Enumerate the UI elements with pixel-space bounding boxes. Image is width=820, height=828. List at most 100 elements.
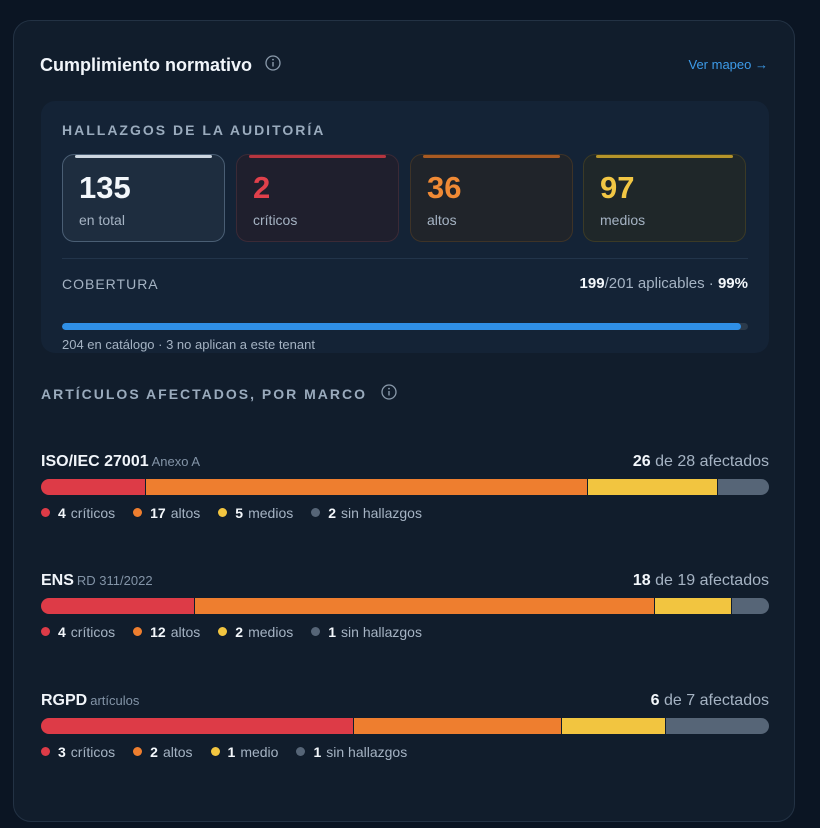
affected-value: 6 bbox=[650, 692, 660, 709]
affected-articles-title: ARTÍCULOS AFECTADOS, POR MARCO bbox=[41, 384, 397, 403]
coverage-note: 204 en catálogo · 3 no aplican a este te… bbox=[62, 337, 315, 352]
legend-value: 5 bbox=[235, 505, 244, 521]
framework-stacked-bar bbox=[41, 479, 769, 495]
legend-item-no-findings: 1 sin hallazgos bbox=[296, 744, 407, 760]
info-icon[interactable] bbox=[381, 384, 397, 403]
bar-segment-high bbox=[353, 718, 561, 734]
card-title-text: Cumplimiento normativo bbox=[40, 55, 253, 75]
total-findings-label: en total bbox=[79, 212, 125, 228]
legend-value: 1 bbox=[328, 624, 337, 640]
framework-name: RGPD artículos bbox=[41, 692, 139, 710]
legend-dot bbox=[41, 747, 50, 756]
legend-label: medio bbox=[240, 744, 279, 760]
framework-affected-count: 6 de 7 afectados bbox=[651, 692, 769, 710]
framework-name: ISO/IEC 27001 Anexo A bbox=[41, 453, 200, 471]
legend-label: críticos bbox=[70, 744, 116, 760]
affected-value: 18 bbox=[632, 572, 651, 589]
high-findings-tile: 36 altos bbox=[410, 154, 573, 242]
legend-dot bbox=[133, 508, 143, 517]
bar-segment-no-findings bbox=[730, 598, 769, 614]
legend-value: 1 bbox=[313, 744, 322, 760]
legend-label: altos bbox=[170, 505, 201, 521]
affected-text: de 19 afectados bbox=[655, 572, 769, 589]
legend-label: críticos bbox=[70, 624, 116, 640]
affected-text: de 7 afectados bbox=[664, 692, 769, 709]
legend-dot bbox=[133, 627, 143, 636]
legend-label: críticos bbox=[70, 505, 116, 521]
framework-name-text: ENS bbox=[41, 572, 74, 589]
legend-dot bbox=[41, 508, 50, 517]
bar-segment-critical bbox=[41, 598, 195, 614]
coverage-percent: 99% bbox=[717, 275, 748, 292]
affected-articles-title-text: ARTÍCULOS AFECTADOS, POR MARCO bbox=[41, 386, 367, 402]
bar-segment-medium bbox=[587, 479, 717, 495]
framework-legend: 4 críticos 17 altos 5 medios 2 sin hallazgos bbox=[41, 505, 440, 521]
legend-value: 2 bbox=[235, 624, 244, 640]
legend-label: sin hallazgos bbox=[326, 744, 408, 760]
card-header: Cumplimiento normativo Ver mapeo → bbox=[40, 54, 768, 78]
tile-accent-line bbox=[249, 155, 386, 158]
bar-segment-critical bbox=[41, 479, 145, 495]
legend-item-medium: 1 medio bbox=[210, 744, 279, 760]
legend-item-high: 2 altos bbox=[133, 744, 193, 760]
legend-dot bbox=[311, 627, 321, 636]
panel-title: HALLAZGOS DE LA AUDITORÍA bbox=[62, 122, 326, 138]
critical-findings-tile: 2 críticos bbox=[236, 154, 399, 242]
coverage-label: COBERTURA bbox=[62, 276, 159, 292]
legend-item-high: 12 altos bbox=[133, 624, 200, 640]
legend-item-no-findings: 2 sin hallazgos bbox=[311, 505, 422, 521]
framework-name-text: RGPD bbox=[41, 692, 88, 709]
affected-text: de 28 afectados bbox=[655, 453, 769, 470]
framework-subtitle: Anexo A bbox=[151, 454, 201, 469]
affected-value: 26 bbox=[632, 453, 651, 470]
framework-stacked-bar bbox=[41, 718, 769, 734]
view-mapping-link[interactable]: Ver mapeo → bbox=[688, 57, 769, 72]
high-findings-label: altos bbox=[427, 212, 457, 228]
legend-value: 4 bbox=[58, 624, 66, 640]
info-icon[interactable] bbox=[265, 54, 281, 76]
legend-dot bbox=[41, 627, 50, 636]
legend-dot bbox=[311, 508, 321, 517]
legend-value: 2 bbox=[328, 505, 337, 521]
legend-dot bbox=[133, 747, 143, 756]
critical-findings-value: 2 bbox=[253, 170, 271, 205]
legend-value: 17 bbox=[150, 505, 166, 521]
panel-divider bbox=[62, 258, 748, 259]
framework-name: ENS RD 311/2022 bbox=[41, 572, 153, 590]
legend-item-critical: 4 críticos bbox=[41, 505, 115, 521]
legend-dot bbox=[218, 508, 228, 517]
tile-accent-line bbox=[75, 155, 212, 158]
legend-item-high: 17 altos bbox=[133, 505, 200, 521]
coverage-summary: 199/201 aplicables · 99% bbox=[580, 275, 748, 292]
legend-value: 1 bbox=[227, 744, 236, 760]
legend-label: altos bbox=[170, 624, 201, 640]
bar-segment-critical bbox=[41, 718, 353, 734]
legend-item-critical: 4 críticos bbox=[41, 624, 115, 640]
framework-affected-count: 26 de 28 afectados bbox=[633, 453, 769, 471]
medium-findings-tile: 97 medios bbox=[583, 154, 746, 242]
medium-findings-label: medios bbox=[600, 212, 646, 228]
bar-segment-medium bbox=[561, 718, 665, 734]
legend-label: medios bbox=[248, 624, 294, 640]
bar-segment-no-findings bbox=[665, 718, 769, 734]
framework-subtitle: RD 311/2022 bbox=[76, 573, 153, 588]
legend-item-critical: 3 críticos bbox=[41, 744, 115, 760]
framework-name-text: ISO/IEC 27001 bbox=[41, 453, 149, 470]
compliance-card: Cumplimiento normativo Ver mapeo → HALLA… bbox=[13, 20, 795, 822]
legend-value: 12 bbox=[150, 624, 166, 640]
legend-item-medium: 2 medios bbox=[218, 624, 293, 640]
legend-label: altos bbox=[162, 744, 193, 760]
legend-item-no-findings: 1 sin hallazgos bbox=[311, 624, 422, 640]
framework-stacked-bar bbox=[41, 598, 769, 614]
card-title: Cumplimiento normativo bbox=[40, 54, 281, 76]
tile-accent-line bbox=[596, 155, 733, 158]
legend-item-medium: 5 medios bbox=[218, 505, 293, 521]
bar-segment-medium bbox=[654, 598, 731, 614]
bar-segment-no-findings bbox=[717, 479, 769, 495]
legend-value: 3 bbox=[58, 744, 66, 760]
legend-value: 4 bbox=[58, 505, 66, 521]
audit-findings-panel: HALLAZGOS DE LA AUDITORÍA 135 en total 2… bbox=[41, 101, 769, 353]
tile-accent-line bbox=[423, 155, 560, 158]
legend-dot bbox=[296, 747, 306, 756]
legend-dot bbox=[210, 747, 220, 756]
